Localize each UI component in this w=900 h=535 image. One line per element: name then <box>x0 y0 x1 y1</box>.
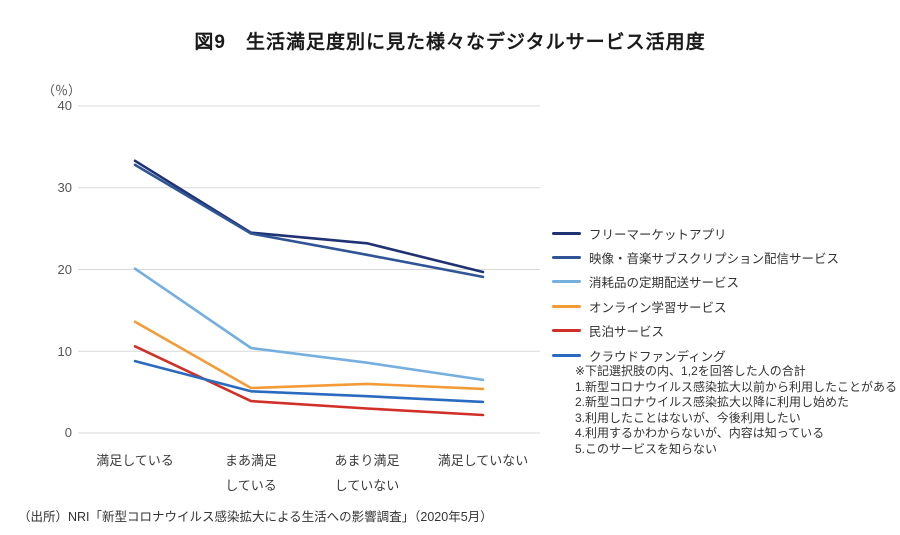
legend-label: 民泊サービス <box>589 325 665 340</box>
source-note: （出所）NRI「新型コロナウイルス感染拡大による生活への影響調査」（2020年5… <box>18 510 493 524</box>
x-category-label: 満足している <box>96 453 174 468</box>
legend-item: 消耗品の定期配送サービス <box>552 270 839 294</box>
y-axis-unit-label: （％） <box>42 83 82 98</box>
y-tick-label: 20 <box>57 262 72 277</box>
legend-line-swatch <box>552 304 581 308</box>
y-tick-label: 10 <box>57 344 72 359</box>
legend-line-swatch <box>552 231 581 235</box>
footnote-line: 2.新型コロナウイルス感染拡大以降に利用し始めた <box>575 395 850 409</box>
footnote-line: 5.このサービスを知らない <box>575 441 718 456</box>
legend-item: 映像・音楽サブスクリプション配信サービス <box>552 245 839 269</box>
y-tick-label: 40 <box>57 98 72 113</box>
legend-line-swatch <box>552 329 581 333</box>
legend-label: 消耗品の定期配送サービス <box>589 276 740 291</box>
legend-label: 映像・音楽サブスクリプション配信サービス <box>589 252 840 267</box>
chart-legend: フリーマーケットアプリ 映像・音楽サブスクリプション配信サービス 消耗品の定期配… <box>552 221 839 367</box>
y-tick-label: 30 <box>57 180 72 195</box>
legend-item: クラウドファンディング <box>552 343 839 367</box>
footnote-line: 1.新型コロナウイルス感染拡大以前から利用したことがある <box>575 379 898 394</box>
legend-line-swatch <box>552 353 581 357</box>
footnote-line: ※下記選択肢の内、1,2を回答した人の合計 <box>575 364 806 378</box>
legend-item: オンライン学習サービス <box>552 294 839 318</box>
legend-label: オンライン学習サービス <box>589 300 727 315</box>
legend-label: フリーマーケットアプリ <box>589 227 727 242</box>
footnote-line: 3.利用したことはないが、今後利用したい <box>575 410 801 425</box>
x-category-label: あまり満足 していない <box>334 453 400 493</box>
legend-label: クラウドファンディング <box>589 349 726 364</box>
legend-item: 民泊サービス <box>552 319 839 343</box>
x-category-label: まあ満足 している <box>224 453 277 493</box>
footnote-block: ※下記選択肢の内、1,2を回答した人の合計 1.新型コロナウイルス感染拡大以前か… <box>575 364 898 457</box>
y-tick-label: 0 <box>64 425 72 440</box>
legend-line-swatch <box>552 280 581 284</box>
legend-item: フリーマーケットアプリ <box>552 221 839 245</box>
footnote-line: 4.利用するかわからないが、内容は知っている <box>575 426 825 440</box>
legend-line-swatch <box>552 256 581 260</box>
chart-title: 図9 生活満足度別に見た様々なデジタルサービス活用度 <box>194 32 706 53</box>
x-category-label: 満足していない <box>437 453 529 468</box>
